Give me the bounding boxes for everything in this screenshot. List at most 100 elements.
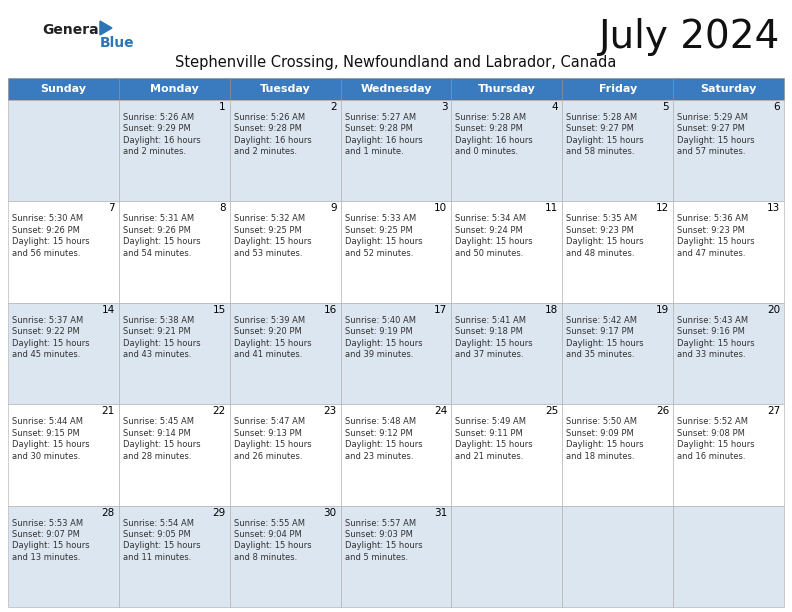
Text: Sunrise: 5:57 AM
Sunset: 9:03 PM
Daylight: 15 hours
and 5 minutes.: Sunrise: 5:57 AM Sunset: 9:03 PM Dayligh…	[345, 518, 422, 562]
Text: 12: 12	[656, 203, 669, 214]
Bar	[119, 506, 230, 607]
Text: Sunrise: 5:42 AM
Sunset: 9:17 PM
Daylight: 15 hours
and 35 minutes.: Sunrise: 5:42 AM Sunset: 9:17 PM Dayligh…	[566, 316, 644, 359]
Bar	[673, 303, 784, 404]
Bar	[230, 100, 341, 201]
Text: 10: 10	[434, 203, 447, 214]
Bar	[8, 78, 119, 100]
Bar	[562, 201, 673, 303]
Bar	[230, 404, 341, 506]
Text: Sunrise: 5:47 AM
Sunset: 9:13 PM
Daylight: 15 hours
and 26 minutes.: Sunrise: 5:47 AM Sunset: 9:13 PM Dayligh…	[234, 417, 311, 461]
Bar	[673, 404, 784, 506]
Text: Wednesday: Wednesday	[360, 84, 432, 94]
Bar	[8, 100, 119, 201]
Bar	[562, 303, 673, 404]
Text: 28: 28	[101, 507, 115, 518]
Text: Sunrise: 5:48 AM
Sunset: 9:12 PM
Daylight: 15 hours
and 23 minutes.: Sunrise: 5:48 AM Sunset: 9:12 PM Dayligh…	[345, 417, 422, 461]
Bar	[451, 201, 562, 303]
Text: 24: 24	[434, 406, 447, 416]
Bar	[562, 404, 673, 506]
Text: Friday: Friday	[599, 84, 637, 94]
Bar	[562, 100, 673, 201]
Text: 26: 26	[656, 406, 669, 416]
Text: 25: 25	[545, 406, 558, 416]
Text: 15: 15	[212, 305, 226, 315]
Text: 13: 13	[767, 203, 780, 214]
Bar	[451, 78, 562, 100]
Text: 4: 4	[552, 102, 558, 112]
Text: 20: 20	[767, 305, 780, 315]
Text: Sunrise: 5:31 AM
Sunset: 9:26 PM
Daylight: 15 hours
and 54 minutes.: Sunrise: 5:31 AM Sunset: 9:26 PM Dayligh…	[123, 214, 200, 258]
Bar	[341, 303, 451, 404]
Bar	[673, 78, 784, 100]
Text: Sunrise: 5:55 AM
Sunset: 9:04 PM
Daylight: 15 hours
and 8 minutes.: Sunrise: 5:55 AM Sunset: 9:04 PM Dayligh…	[234, 518, 311, 562]
Polygon shape	[100, 21, 112, 35]
Bar	[673, 506, 784, 607]
Text: Sunrise: 5:28 AM
Sunset: 9:27 PM
Daylight: 15 hours
and 58 minutes.: Sunrise: 5:28 AM Sunset: 9:27 PM Dayligh…	[566, 113, 644, 156]
Text: Sunrise: 5:44 AM
Sunset: 9:15 PM
Daylight: 15 hours
and 30 minutes.: Sunrise: 5:44 AM Sunset: 9:15 PM Dayligh…	[12, 417, 89, 461]
Text: Sunrise: 5:54 AM
Sunset: 9:05 PM
Daylight: 15 hours
and 11 minutes.: Sunrise: 5:54 AM Sunset: 9:05 PM Dayligh…	[123, 518, 200, 562]
Text: 29: 29	[212, 507, 226, 518]
Bar	[562, 506, 673, 607]
Bar	[341, 100, 451, 201]
Bar	[341, 506, 451, 607]
Bar	[119, 100, 230, 201]
Bar	[230, 506, 341, 607]
Bar	[119, 78, 230, 100]
Text: Sunrise: 5:45 AM
Sunset: 9:14 PM
Daylight: 15 hours
and 28 minutes.: Sunrise: 5:45 AM Sunset: 9:14 PM Dayligh…	[123, 417, 200, 461]
Text: Sunrise: 5:36 AM
Sunset: 9:23 PM
Daylight: 15 hours
and 47 minutes.: Sunrise: 5:36 AM Sunset: 9:23 PM Dayligh…	[677, 214, 755, 258]
Bar	[230, 78, 341, 100]
Text: 30: 30	[323, 507, 337, 518]
Text: Sunrise: 5:50 AM
Sunset: 9:09 PM
Daylight: 15 hours
and 18 minutes.: Sunrise: 5:50 AM Sunset: 9:09 PM Dayligh…	[566, 417, 644, 461]
Bar	[8, 404, 119, 506]
Text: 19: 19	[656, 305, 669, 315]
Text: Sunrise: 5:39 AM
Sunset: 9:20 PM
Daylight: 15 hours
and 41 minutes.: Sunrise: 5:39 AM Sunset: 9:20 PM Dayligh…	[234, 316, 311, 359]
Text: 23: 23	[323, 406, 337, 416]
Bar	[8, 201, 119, 303]
Text: Saturday: Saturday	[700, 84, 757, 94]
Text: 22: 22	[212, 406, 226, 416]
Bar	[119, 201, 230, 303]
Text: Sunrise: 5:27 AM
Sunset: 9:28 PM
Daylight: 16 hours
and 1 minute.: Sunrise: 5:27 AM Sunset: 9:28 PM Dayligh…	[345, 113, 422, 156]
Text: Sunrise: 5:33 AM
Sunset: 9:25 PM
Daylight: 15 hours
and 52 minutes.: Sunrise: 5:33 AM Sunset: 9:25 PM Dayligh…	[345, 214, 422, 258]
Text: Sunrise: 5:49 AM
Sunset: 9:11 PM
Daylight: 15 hours
and 21 minutes.: Sunrise: 5:49 AM Sunset: 9:11 PM Dayligh…	[455, 417, 533, 461]
Bar	[8, 303, 119, 404]
Text: General: General	[42, 23, 103, 37]
Text: Sunrise: 5:35 AM
Sunset: 9:23 PM
Daylight: 15 hours
and 48 minutes.: Sunrise: 5:35 AM Sunset: 9:23 PM Dayligh…	[566, 214, 644, 258]
Text: 7: 7	[109, 203, 115, 214]
Bar	[230, 201, 341, 303]
Text: Sunrise: 5:53 AM
Sunset: 9:07 PM
Daylight: 15 hours
and 13 minutes.: Sunrise: 5:53 AM Sunset: 9:07 PM Dayligh…	[12, 518, 89, 562]
Text: Sunrise: 5:38 AM
Sunset: 9:21 PM
Daylight: 15 hours
and 43 minutes.: Sunrise: 5:38 AM Sunset: 9:21 PM Dayligh…	[123, 316, 200, 359]
Text: Blue: Blue	[100, 36, 135, 50]
Text: 1: 1	[219, 102, 226, 112]
Bar	[230, 303, 341, 404]
Text: Sunrise: 5:52 AM
Sunset: 9:08 PM
Daylight: 15 hours
and 16 minutes.: Sunrise: 5:52 AM Sunset: 9:08 PM Dayligh…	[677, 417, 755, 461]
Text: 3: 3	[441, 102, 447, 112]
Text: Sunrise: 5:28 AM
Sunset: 9:28 PM
Daylight: 16 hours
and 0 minutes.: Sunrise: 5:28 AM Sunset: 9:28 PM Dayligh…	[455, 113, 533, 156]
Text: 21: 21	[101, 406, 115, 416]
Text: 8: 8	[219, 203, 226, 214]
Text: 9: 9	[330, 203, 337, 214]
Bar	[341, 201, 451, 303]
Bar	[451, 506, 562, 607]
Bar	[673, 100, 784, 201]
Text: Sunrise: 5:43 AM
Sunset: 9:16 PM
Daylight: 15 hours
and 33 minutes.: Sunrise: 5:43 AM Sunset: 9:16 PM Dayligh…	[677, 316, 755, 359]
Text: Sunrise: 5:29 AM
Sunset: 9:27 PM
Daylight: 15 hours
and 57 minutes.: Sunrise: 5:29 AM Sunset: 9:27 PM Dayligh…	[677, 113, 755, 156]
Text: Sunrise: 5:40 AM
Sunset: 9:19 PM
Daylight: 15 hours
and 39 minutes.: Sunrise: 5:40 AM Sunset: 9:19 PM Dayligh…	[345, 316, 422, 359]
Text: Sunrise: 5:26 AM
Sunset: 9:29 PM
Daylight: 16 hours
and 2 minutes.: Sunrise: 5:26 AM Sunset: 9:29 PM Dayligh…	[123, 113, 200, 156]
Text: 31: 31	[434, 507, 447, 518]
Bar	[119, 303, 230, 404]
Text: 27: 27	[767, 406, 780, 416]
Bar	[8, 506, 119, 607]
Text: Sunrise: 5:26 AM
Sunset: 9:28 PM
Daylight: 16 hours
and 2 minutes.: Sunrise: 5:26 AM Sunset: 9:28 PM Dayligh…	[234, 113, 311, 156]
Text: Sunrise: 5:37 AM
Sunset: 9:22 PM
Daylight: 15 hours
and 45 minutes.: Sunrise: 5:37 AM Sunset: 9:22 PM Dayligh…	[12, 316, 89, 359]
Bar	[451, 100, 562, 201]
Text: Sunrise: 5:30 AM
Sunset: 9:26 PM
Daylight: 15 hours
and 56 minutes.: Sunrise: 5:30 AM Sunset: 9:26 PM Dayligh…	[12, 214, 89, 258]
Text: Tuesday: Tuesday	[260, 84, 310, 94]
Text: 6: 6	[773, 102, 780, 112]
Bar	[451, 404, 562, 506]
Text: Thursday: Thursday	[478, 84, 536, 94]
Text: Sunrise: 5:34 AM
Sunset: 9:24 PM
Daylight: 15 hours
and 50 minutes.: Sunrise: 5:34 AM Sunset: 9:24 PM Dayligh…	[455, 214, 533, 258]
Text: Sunrise: 5:32 AM
Sunset: 9:25 PM
Daylight: 15 hours
and 53 minutes.: Sunrise: 5:32 AM Sunset: 9:25 PM Dayligh…	[234, 214, 311, 258]
Text: 11: 11	[545, 203, 558, 214]
Text: 16: 16	[323, 305, 337, 315]
